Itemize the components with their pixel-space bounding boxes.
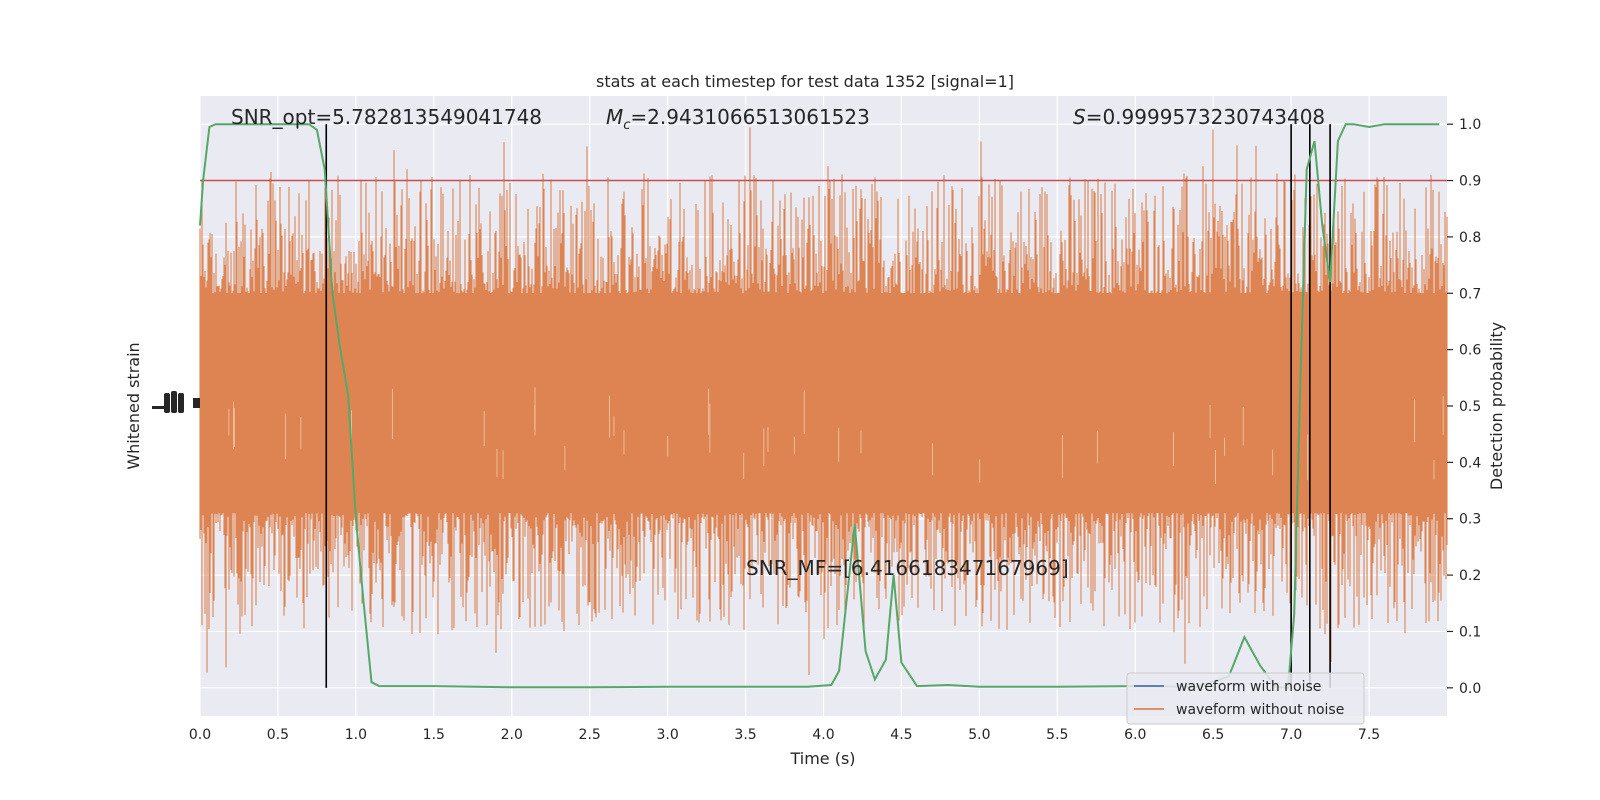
y-tick-label: 0.7	[1459, 286, 1481, 302]
annotation-snr-opt: SNR_opt=5.782813549041748	[231, 105, 542, 129]
x-tick-label: 7.0	[1280, 727, 1302, 743]
detection-probability-line	[199, 123, 1440, 689]
annotation-score-symbol: S	[1073, 105, 1086, 129]
annotation-chirp-mass-symbol: M	[606, 105, 623, 129]
left-y-axis-label: Whitened strain	[124, 342, 143, 469]
y-tick-label: 0.0	[1459, 681, 1481, 697]
x-tick-label: 1.5	[423, 727, 445, 743]
left-axis-collapsed-ticks	[152, 391, 200, 413]
x-tick-label: 2.5	[579, 727, 601, 743]
y-tick-label: 0.4	[1459, 455, 1481, 471]
x-tick-label: 5.0	[968, 727, 990, 743]
x-tick-label: 6.5	[1202, 727, 1224, 743]
x-axis-ticks: 0.0 0.5 1.0 1.5 2.0 2.5 3.0 3.5 4.0 4.5 5.0 5.5 6.0 6…	[189, 727, 1380, 743]
x-tick-label: 0.0	[189, 727, 211, 743]
x-tick-label: 0.5	[267, 727, 289, 743]
y-tick-label: 0.1	[1459, 624, 1481, 640]
y-tick-label: 1.0	[1459, 117, 1481, 133]
y-tick-label: 0.5	[1459, 399, 1481, 415]
detection-probability-layer	[199, 123, 1440, 689]
series-waveform-without-noise	[199, 127, 1448, 675]
annotation-score-value: =0.9999573230743408	[1086, 105, 1325, 129]
event-lines-layer	[325, 124, 1331, 688]
legend: waveform with noise waveform without noi…	[1126, 672, 1365, 725]
chart-title: stats at each timestep for test data 135…	[596, 72, 1014, 91]
y-tick-label: 0.6	[1459, 343, 1481, 359]
right-y-axis-ticks: 0.0 0.1 0.2 0.3 0.4 0.5 0.6 0.7 0.8 0.9 1.0	[1447, 117, 1481, 697]
x-tick-label: 4.5	[890, 727, 912, 743]
x-axis-label: Time (s)	[789, 749, 855, 768]
x-tick-label: 4.0	[812, 727, 834, 743]
annotation-score: S=0.9999573230743408	[1073, 105, 1325, 129]
x-tick-label: 3.0	[656, 727, 678, 743]
x-tick-label: 5.5	[1046, 727, 1068, 743]
legend-label-without-noise: waveform without noise	[1176, 702, 1344, 718]
annotation-chirp-mass-sub: c	[623, 118, 630, 133]
annotation-snr-mf: SNR_MF=[6.416618347167969]	[746, 556, 1069, 580]
annotation-chirp-mass: Mc=2.9431066513061523	[606, 105, 870, 133]
legend-label-with-noise: waveform with noise	[1176, 679, 1321, 695]
y-tick-label: 0.3	[1459, 512, 1481, 528]
annotation-chirp-mass-value: =2.9431066513061523	[630, 105, 869, 129]
y-tick-label: 0.9	[1459, 174, 1481, 190]
x-tick-label: 1.0	[345, 727, 367, 743]
x-tick-label: 6.0	[1124, 727, 1146, 743]
x-tick-label: 2.0	[501, 727, 523, 743]
noise-spikes	[199, 127, 1448, 675]
right-y-axis-label: Detection probability	[1487, 322, 1506, 490]
x-tick-label: 7.5	[1358, 727, 1380, 743]
y-tick-label: 0.8	[1459, 230, 1481, 246]
x-tick-label: 3.5	[734, 727, 756, 743]
y-tick-label: 0.2	[1459, 568, 1481, 584]
